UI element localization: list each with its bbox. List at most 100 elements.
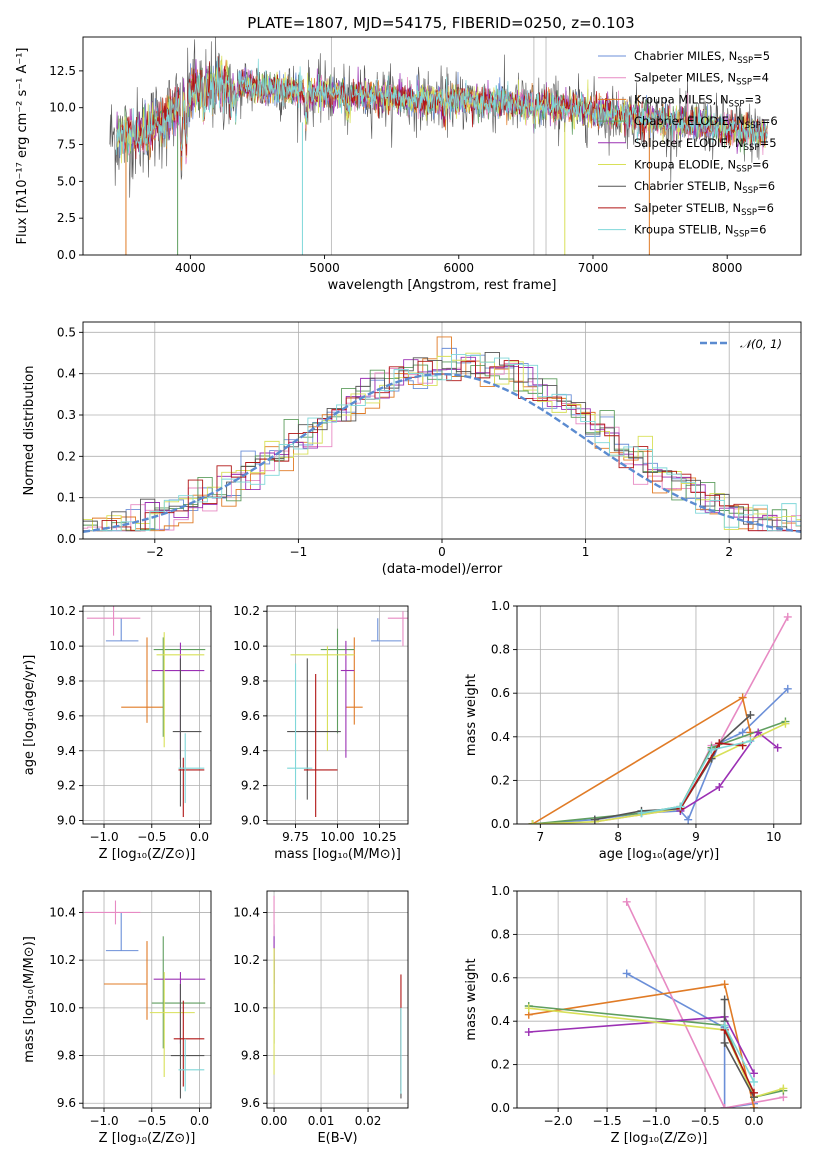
x-tick-label: 0.00	[261, 1114, 288, 1128]
age-vs-mass-plot-area	[287, 611, 408, 818]
x-tick-label: 7	[537, 830, 545, 844]
x-tick-label: 6000	[444, 261, 475, 275]
axes-frame	[82, 890, 212, 1109]
histogram-series-8	[83, 354, 801, 532]
legend-entry: Chabrier ELODIE, NSSP=6	[634, 114, 778, 131]
mass-vs-ebv-plot-area	[273, 895, 402, 1099]
weight-vs-Z-plot-area	[524, 897, 788, 1108]
weight-point-6	[720, 1038, 729, 1047]
weight-series-0	[626, 972, 755, 1108]
x-tick-label: −1.5	[593, 1114, 622, 1128]
y-tick-label: 0.4	[491, 730, 510, 744]
y-tick-label: 2.5	[57, 211, 76, 225]
y-tick-label: 9.2	[241, 779, 260, 793]
weight-point-8	[746, 737, 755, 746]
legend-entry: Salpeter STELIB, NSSP=6	[634, 201, 774, 218]
y-tick-label: 9.0	[57, 814, 76, 828]
y-tick-label: 0.2	[57, 449, 76, 463]
x-tick-label: 0.0	[744, 1114, 763, 1128]
x-tick-label: 0.02	[355, 1114, 382, 1128]
x-tick-label: 0	[438, 545, 446, 559]
y-axis-label: Normed distribution	[22, 366, 37, 496]
mass-vs-ebv-panel: 0.00 0.01 0.02 9.6 9.8 10.0 10.2 10.4 E(B-V)	[233, 890, 409, 1146]
weight-point-5	[528, 820, 537, 824]
residual-histogram-panel: 𝒩(0, 1) −2 −1 0 1 2 0.0 0.1 0.2 0.3 0.4 0.5 (data-mo…	[22, 321, 802, 577]
weight-point-4	[524, 1028, 533, 1037]
y-tick-label: 9.8	[57, 1049, 76, 1063]
y-tick-label: 0.2	[491, 773, 510, 787]
axes-frame	[82, 36, 802, 256]
y-tick-label: 10.2	[49, 953, 76, 967]
mass-vs-Z-panel: −1.0 −0.5 0.0 9.6 9.8 10.0 10.2 10.4 Z [log₁₀(Z/…	[22, 890, 212, 1146]
age-vs-Z-panel: −1.0 −0.5 0.0 9.0 9.2 9.4 9.6 9.8 10.0 10.2 Z [log…	[22, 604, 212, 862]
x-tick-label: 10.00	[320, 830, 354, 844]
spectrum-legend: Chabrier MILES, NSSP=5 Salpeter MILES, NS…	[598, 49, 778, 240]
y-tick-label: 0.8	[491, 643, 510, 657]
legend-entry: Chabrier MILES, NSSP=5	[634, 49, 770, 66]
x-tick-label: 0.0	[190, 1114, 209, 1128]
spectrum-panel: Chabrier MILES, NSSP=5 Salpeter MILES, NS…	[15, 36, 802, 293]
legend-entry: Salpeter MILES, NSSP=4	[634, 71, 769, 88]
weight-point-6	[590, 815, 599, 824]
y-tick-label: 7.5	[57, 138, 76, 152]
x-tick-label: 1	[582, 545, 590, 559]
legend-entry: 𝒩(0, 1)	[740, 337, 782, 351]
y-axis-label: mass weight	[464, 674, 479, 756]
spectrum-plot-area	[109, 37, 768, 255]
x-axis-label: (data-model)/error	[382, 562, 503, 577]
weight-series-8	[641, 740, 751, 814]
y-tick-label: 0.0	[57, 248, 76, 262]
weight-series-1	[625, 901, 784, 1108]
x-tick-label: −1	[290, 545, 308, 559]
x-tick-label: 2	[725, 545, 733, 559]
y-tick-label: 0.4	[57, 367, 76, 381]
weight-point-8	[637, 809, 646, 818]
y-tick-label: 9.6	[241, 709, 260, 723]
weight-point-8	[676, 802, 685, 811]
weight-point-1	[783, 612, 792, 621]
weight-point-4	[773, 743, 782, 752]
y-tick-label: 9.0	[241, 814, 260, 828]
x-tick-label: −0.5	[137, 1114, 166, 1128]
x-axis-label: Z [log₁₀(Z/Z⊙)]	[99, 847, 196, 862]
y-tick-label: 9.8	[241, 1049, 260, 1063]
weight-series-8	[723, 1025, 755, 1083]
y-tick-label: 5.0	[57, 174, 76, 188]
y-tick-label: 0.6	[491, 686, 510, 700]
weight-point-8	[749, 1077, 758, 1086]
x-axis-label: wavelength [Angstrom, rest frame]	[328, 278, 557, 293]
x-tick-label: 8000	[712, 261, 743, 275]
weight-point-4	[749, 1069, 758, 1078]
spectrum-series-8	[116, 57, 768, 156]
weight-series-7	[723, 1029, 755, 1094]
weight-series-2	[528, 983, 755, 1108]
y-axis-label: mass [log₁₀(M/M⊙)]	[22, 936, 37, 1063]
legend-entry: Chabrier STELIB, NSSP=6	[634, 179, 775, 196]
y-tick-label: 10.2	[49, 604, 76, 618]
y-tick-label: 0.1	[57, 491, 76, 505]
y-tick-label: 0.3	[57, 408, 76, 422]
legend-entry: Salpeter ELODIE, NSSP=5	[634, 136, 777, 153]
weight-point-5	[781, 719, 790, 728]
x-tick-label: 4000	[175, 261, 206, 275]
weight-point-6	[746, 711, 755, 719]
axes-frame	[516, 605, 802, 825]
y-axis-label: Flux [fλ10⁻¹⁷ erg cm⁻² s⁻¹ A⁻¹]	[15, 48, 30, 245]
y-axis-label: age [log₁₀(age/yr)]	[22, 655, 37, 776]
x-axis-label: mass [log₁₀(M/M⊙)]	[274, 847, 401, 862]
weight-point-1	[720, 1104, 729, 1108]
x-axis-label: E(B-V)	[317, 1131, 357, 1146]
x-tick-label: 5000	[309, 261, 340, 275]
weight-series-0	[532, 688, 789, 824]
mass-vs-Z-plot-area	[84, 900, 206, 1099]
x-tick-label: −2	[146, 545, 164, 559]
axes-frame	[516, 890, 802, 1109]
y-tick-label: 0.0	[491, 817, 510, 831]
weight-point-2	[749, 1104, 758, 1108]
y-axis-label: mass weight	[464, 958, 479, 1040]
y-tick-label: 9.6	[57, 709, 76, 723]
y-tick-label: 10.0	[233, 1001, 260, 1015]
y-tick-label: 10.0	[233, 639, 260, 653]
x-tick-label: −0.5	[690, 1114, 719, 1128]
